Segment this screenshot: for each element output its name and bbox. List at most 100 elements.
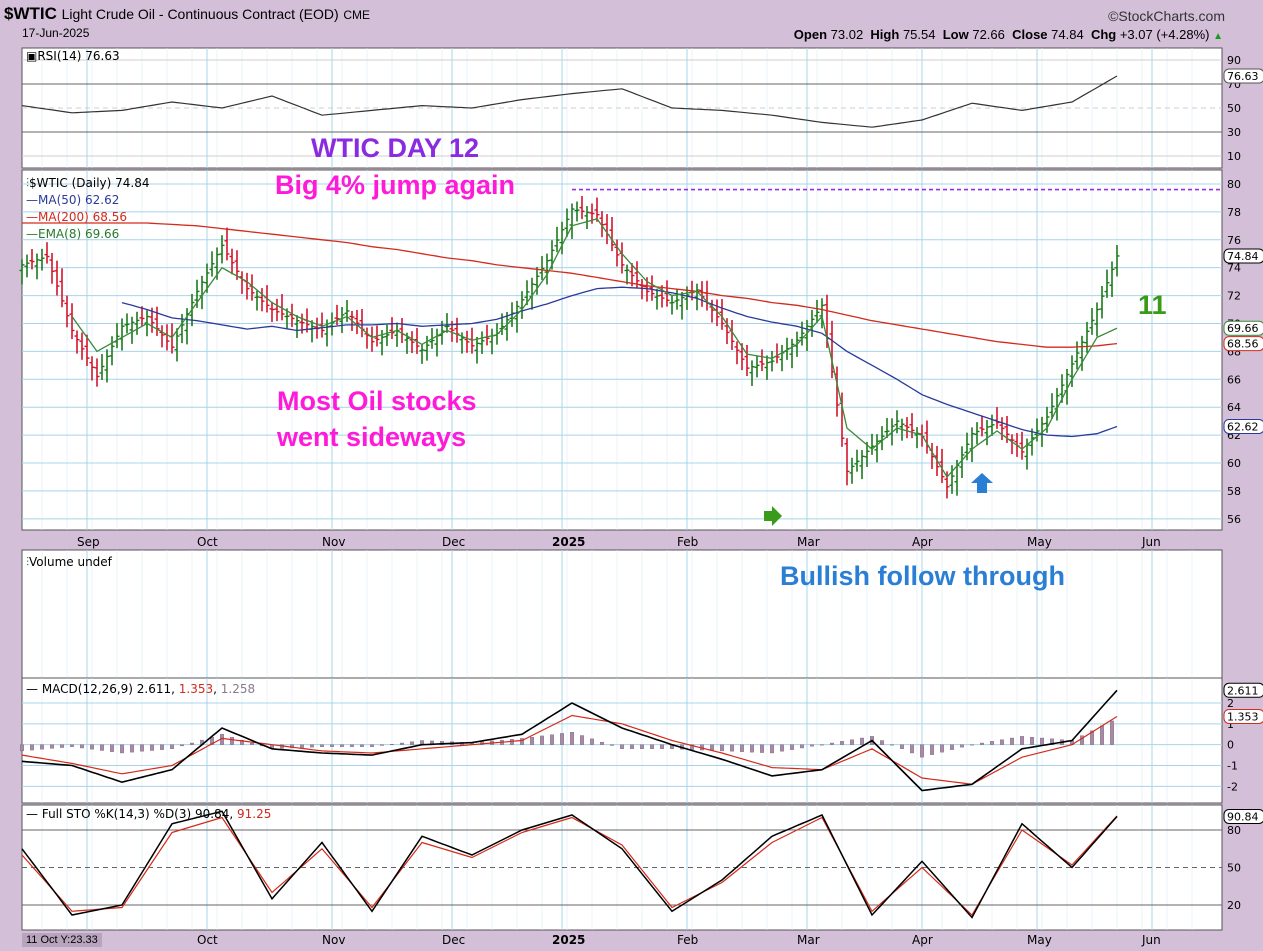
macd-hist-bar-146 <box>750 744 754 753</box>
macd-hist-bar-152 <box>780 744 784 752</box>
macd-hist-bar-64 <box>340 744 344 747</box>
macd-hist-bar-126 <box>650 744 654 749</box>
macd-hist-bar-44 <box>240 739 244 745</box>
macd-hist-bar-202 <box>1030 737 1034 745</box>
symbol-description: Light Crude Oil - Continuous Contract (E… <box>61 6 339 22</box>
price-xlabel-Nov: Nov <box>322 535 345 549</box>
macd-hist-bar-70 <box>370 744 374 747</box>
annotation-sideways-1: Most Oil stocks <box>277 386 477 416</box>
macd-hist-bar-24 <box>140 744 144 752</box>
macd-hist-bar-172 <box>880 740 884 745</box>
macd-signal-legend: 1.353 <box>178 682 214 696</box>
macd-hist-bar-6 <box>50 744 54 749</box>
price-xlabel-Oct: Oct <box>197 535 218 549</box>
low-label: Low <box>942 27 969 42</box>
macd-hist-bar-116 <box>600 742 604 745</box>
price-tick-64: 64 <box>1227 401 1241 414</box>
ema8-legend-text: EMA(8) 69.66 <box>38 227 120 241</box>
up-triangle-icon: ▲ <box>1213 31 1223 42</box>
sto-last-tag-box <box>1223 808 1263 824</box>
price-tick-66: 66 <box>1227 373 1241 386</box>
macd-hist-bar-20 <box>120 744 124 754</box>
rsi-legend: ▣RSI(14) 76.63 <box>26 49 120 63</box>
price-tick-76: 76 <box>1227 234 1241 247</box>
ma200-legend-text: MA(200) 68.56 <box>38 210 127 224</box>
macd-hist-bar-104 <box>540 735 544 745</box>
price-tick-56: 56 <box>1227 513 1241 526</box>
price-tick-74: 74 <box>1227 262 1241 275</box>
macd-hist-bar-58 <box>310 744 314 748</box>
open-label: Open <box>793 27 828 42</box>
rsi-tick-30: 30 <box>1227 126 1241 139</box>
macd-line <box>21 689 1118 792</box>
rsi-line <box>21 75 1118 128</box>
blue-arrow-icon <box>971 473 993 493</box>
sto-xlabel-Dec: Dec <box>442 933 465 947</box>
macd-hist-bar-10 <box>70 744 74 747</box>
annotation-sideways-2: went sideways <box>277 422 467 452</box>
macd-legend-text: MACD(12,26,9) 2.611 <box>41 682 172 696</box>
macd-hist-bar-18 <box>110 744 114 752</box>
price-xlabel-Jun: Jun <box>1141 535 1161 549</box>
sto-xlabel-Oct: Oct <box>197 933 218 947</box>
ema8-legend: —EMA(8) 69.66 <box>26 227 120 241</box>
macd-tick-1: 1 <box>1227 718 1234 731</box>
macd-hist-bar-176 <box>900 744 904 749</box>
macd-hist-bar-110 <box>570 732 574 745</box>
macd-hist-bar-42 <box>230 737 234 745</box>
macd-hist-bar-72 <box>380 744 384 746</box>
low-value: 72.66 <box>972 27 1005 42</box>
price-tick-80: 80 <box>1227 178 1241 191</box>
macd-hist-bar-204 <box>1040 737 1044 745</box>
macd-hist-bar-114 <box>590 738 594 745</box>
price-xlabel-2025: 2025 <box>552 535 585 549</box>
exchange: CME <box>343 8 371 22</box>
price-xlabel-Feb: Feb <box>677 535 698 549</box>
macd-hist-bar-190 <box>970 744 974 746</box>
rsi-tick-90: 90 <box>1227 54 1241 67</box>
macd-hist-bar-2 <box>30 744 34 751</box>
macd-tick--1: -1 <box>1227 760 1238 773</box>
rsi-last-tag: 76.63 <box>1227 70 1259 83</box>
macd-tick-2: 2 <box>1227 697 1234 710</box>
sto-tick-20: 20 <box>1227 899 1241 912</box>
chart-symbol-title: $WTIC Light Crude Oil - Continuous Contr… <box>4 4 370 24</box>
macd-hist-bar-200 <box>1020 736 1024 745</box>
macd-hist-bar-16 <box>100 744 104 751</box>
macd-hist-bar-124 <box>640 744 644 749</box>
macd-hist-bar-150 <box>770 744 774 754</box>
macd-hist-bar-144 <box>740 744 744 752</box>
sto-legend-text: Full STO %K(14,3) %D(3) 90.84 <box>41 807 230 821</box>
macd-hist-bar-46 <box>250 742 254 745</box>
macd-last-tag-box <box>1223 682 1263 698</box>
macd-hist-bar-68 <box>360 744 364 747</box>
sto-d-line <box>21 815 1118 916</box>
sto-d-legend: 91.25 <box>237 807 272 821</box>
brand-watermark: ©StockCharts.com <box>1108 8 1225 24</box>
macd-hist-bar-28 <box>160 744 164 750</box>
macd-hist-bar-26 <box>150 744 154 751</box>
chart-date: 17-Jun-2025 <box>22 26 90 40</box>
macd-hist-bar-74 <box>390 744 394 745</box>
macd-hist-bar-142 <box>730 744 734 752</box>
macd-hist-bar-186 <box>950 744 954 750</box>
macd-hist-bar-188 <box>960 744 964 748</box>
sto-xlabel-Jun: Jun <box>1141 933 1161 947</box>
ma200-last-tag-box <box>1223 336 1263 352</box>
rsi-tick-10: 10 <box>1227 150 1241 163</box>
macd-legend: — MACD(12,26,9) 2.611, 1.353, 1.258 <box>26 682 256 696</box>
ma200-last-tag: 68.56 <box>1227 338 1259 351</box>
macd-hist-bar-4 <box>40 744 44 750</box>
ma200-line <box>22 222 1118 348</box>
ema8-last-tag-box <box>1223 320 1263 336</box>
volume-panel <box>21 549 1223 679</box>
macd-hist-bar-216 <box>1100 725 1104 745</box>
macd-hist-bar-178 <box>910 744 914 754</box>
macd-hist-bar-218 <box>1110 720 1114 745</box>
macd-hist-bar-106 <box>550 734 554 745</box>
symbol: $WTIC <box>4 4 57 23</box>
price-tick-60: 60 <box>1227 457 1241 470</box>
macd-hist-bar-168 <box>860 737 864 745</box>
macd-signal-last-tag-box <box>1223 708 1263 724</box>
